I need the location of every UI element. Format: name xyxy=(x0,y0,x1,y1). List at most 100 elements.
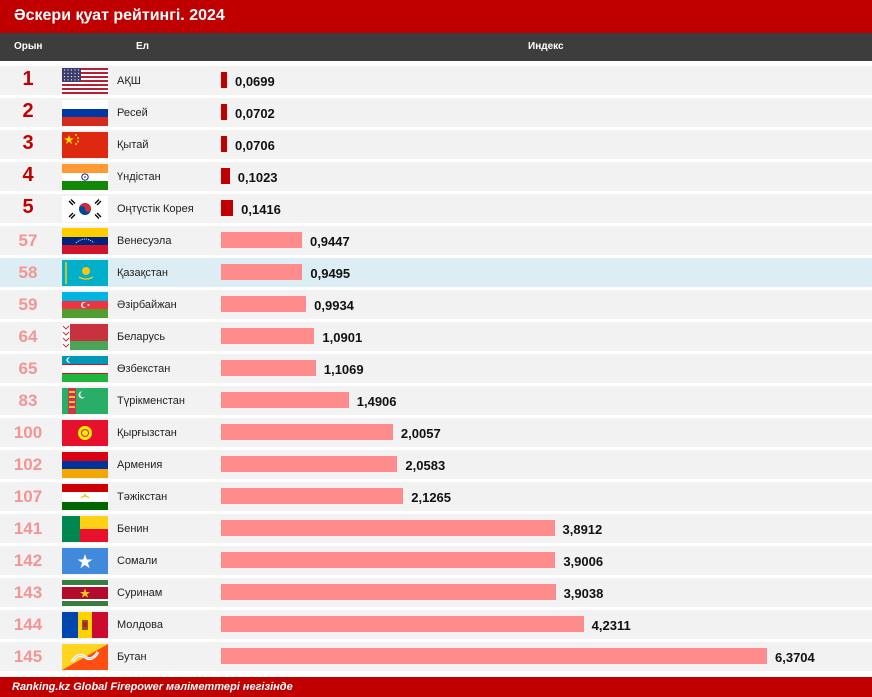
index-value-label: 0,1023 xyxy=(237,170,278,185)
table-row: 143 Суринам 3,9038 xyxy=(0,578,872,607)
table-row: 145 Бутан 6,3704 xyxy=(0,642,872,671)
index-value-label: 1,0901 xyxy=(322,330,363,345)
index-value-label: 1,4906 xyxy=(356,394,397,409)
rank-number: 145 xyxy=(13,647,43,666)
country-name: Үндістан xyxy=(117,171,161,183)
rank-number: 83 xyxy=(18,391,38,410)
country-name: Молдова xyxy=(117,619,163,631)
index-value-label: 3,8912 xyxy=(562,522,603,537)
table-row: 58 Қазақстан 0,9495 xyxy=(0,258,872,287)
index-bar xyxy=(221,328,315,344)
rank-number: 100 xyxy=(13,423,43,442)
moldova-flag xyxy=(62,612,108,638)
china-flag xyxy=(62,132,108,158)
index-bar xyxy=(221,392,349,408)
table-row: 64 Беларусь 1,0901 xyxy=(0,322,872,351)
rank-number: 107 xyxy=(13,487,43,506)
country-name: Ресей xyxy=(117,107,148,119)
country-name: Бутан xyxy=(117,651,147,663)
country-name: Түрікменстан xyxy=(117,395,185,407)
country-name: Сомали xyxy=(117,555,158,567)
country-name: Тәжікстан xyxy=(117,491,168,503)
chart-title: Әскери қуат рейтингі. 2024 xyxy=(14,7,225,24)
rank-number: 102 xyxy=(13,455,43,474)
table-row: 141 Бенин 3,8912 xyxy=(0,514,872,543)
bhutan-flag xyxy=(62,644,108,670)
country-name: Қазақстан xyxy=(117,267,168,279)
table-row: 107 Тәжікстан 2,1265 xyxy=(0,482,872,511)
rank-number: 65 xyxy=(18,359,38,378)
table-row: 1 АҚШ 0,0699 xyxy=(0,66,872,95)
country-name: АҚШ xyxy=(117,75,141,87)
rank-number: 58 xyxy=(18,263,38,282)
india-flag xyxy=(62,164,108,190)
index-value-label: 2,0057 xyxy=(400,426,441,441)
rank-number: 1 xyxy=(22,68,34,90)
index-value-label: 2,0583 xyxy=(405,458,446,473)
table-row: 59 Әзірбайжан 0,9934 xyxy=(0,290,872,319)
rank-number: 3 xyxy=(22,132,34,154)
rank-number: 4 xyxy=(22,164,34,186)
benin-flag xyxy=(62,516,108,542)
table-row: 3 Қытай 0,0706 xyxy=(0,130,872,159)
index-bar xyxy=(221,296,307,312)
index-bar xyxy=(221,584,556,600)
rank-number: 141 xyxy=(13,519,43,538)
turkmenistan-flag xyxy=(62,388,108,414)
table-row: 5 Оңтүстік Корея 0,1416 xyxy=(0,194,872,223)
index-value-label: 2,1265 xyxy=(411,490,452,505)
rank-number: 57 xyxy=(18,231,38,250)
country-name: Әзірбайжан xyxy=(117,299,177,311)
footer-bar: Ranking.kz Global Firepower мәліметтері … xyxy=(0,677,872,697)
country-name: Беларусь xyxy=(117,331,166,343)
index-bar xyxy=(221,200,234,216)
column-header-country: Ел xyxy=(136,41,150,52)
country-name: Армения xyxy=(117,459,163,471)
country-name: Қытай xyxy=(117,139,149,151)
index-bar xyxy=(221,616,584,632)
suriname-flag xyxy=(62,580,108,606)
country-name: Қырғызстан xyxy=(117,427,177,439)
column-header-rank: Орын xyxy=(14,41,43,52)
index-bar xyxy=(221,232,302,248)
index-bar xyxy=(221,168,230,184)
index-bar xyxy=(221,520,555,536)
index-value-label: 1,1069 xyxy=(323,362,364,377)
country-name: Өзбекстан xyxy=(117,363,171,375)
somalia-flag xyxy=(62,548,108,574)
index-value-label: 0,9447 xyxy=(309,234,350,249)
rank-number: 64 xyxy=(18,327,38,346)
kazakhstan-flag xyxy=(62,260,108,286)
table-row: 144 Молдова 4,2311 xyxy=(0,610,872,639)
column-header-index: Индекс xyxy=(528,41,564,52)
south-korea-flag xyxy=(62,196,108,222)
rank-number: 59 xyxy=(18,295,38,314)
index-bar xyxy=(221,648,767,664)
rank-number: 142 xyxy=(13,551,43,570)
table-row: 102 Армения 2,0583 xyxy=(0,450,872,479)
index-value-label: 0,1416 xyxy=(241,202,281,217)
rank-number: 144 xyxy=(13,615,43,634)
index-value-label: 0,9495 xyxy=(310,266,351,281)
country-name: Оңтүстік Корея xyxy=(117,203,194,215)
index-value-label: 0,0706 xyxy=(235,138,275,153)
table-row: 4 Үндістан 0,1023 xyxy=(0,162,872,191)
index-value-label: 0,9934 xyxy=(314,298,354,313)
title-bar: Әскери қуат рейтингі. 2024 xyxy=(0,0,872,33)
index-bar xyxy=(221,424,393,440)
index-bar xyxy=(221,360,316,376)
belarus-flag xyxy=(62,324,108,350)
index-value-label: 4,2311 xyxy=(591,618,631,633)
country-name: Суринам xyxy=(117,587,163,599)
source-note: Ranking.kz Global Firepower мәліметтері … xyxy=(12,681,293,693)
index-bar xyxy=(221,136,228,152)
index-value-label: 3,9006 xyxy=(563,554,604,569)
kyrgyzstan-flag xyxy=(62,420,108,446)
column-header-bar: Орын Ел Индекс xyxy=(0,33,872,61)
index-value-label: 6,3704 xyxy=(775,650,815,665)
rank-number: 143 xyxy=(13,583,43,602)
venezuela-flag xyxy=(62,228,108,254)
index-value-label: 3,9038 xyxy=(563,586,604,601)
index-bar xyxy=(221,264,303,280)
index-bar xyxy=(221,72,227,88)
